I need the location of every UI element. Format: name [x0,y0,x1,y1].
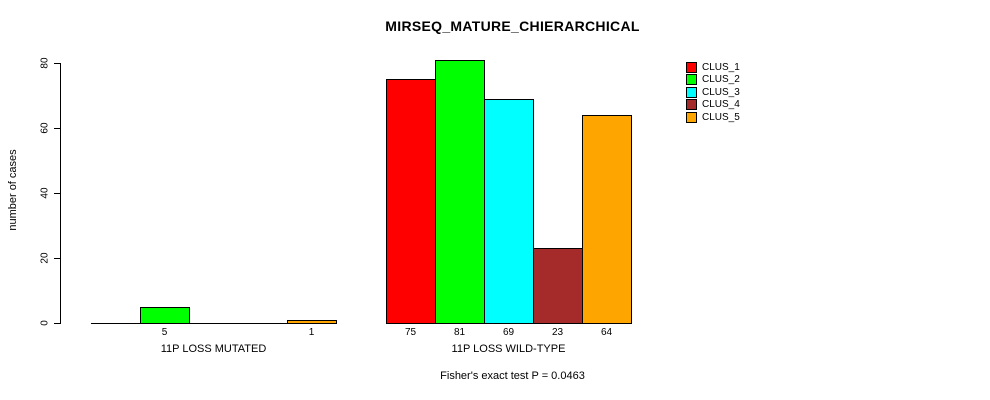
bar-value-label: 69 [502,327,515,338]
y-tick-label: 60 [39,122,51,134]
chart-title: MIRSEQ_MATURE_CHIERARCHICAL [385,18,640,34]
bar-value-label: 23 [551,327,564,338]
bar-clus_2 [435,60,485,324]
legend-swatch-clus_3 [686,86,697,98]
bar-clus_1 [386,79,436,324]
legend-item: CLUS_2 [686,74,740,87]
bar-value-label: 64 [600,327,613,338]
legend-label: CLUS_2 [702,74,740,86]
legend: CLUS_1 CLUS_2 CLUS_3 CLUS_4 CLUS_5 [686,61,740,124]
bar-clus_4 [238,323,288,324]
bar-clus_5 [287,320,337,324]
bar-value-label: 75 [404,327,417,338]
y-tick-label: 80 [39,57,51,69]
y-tick [54,63,60,64]
annotation-text: Fisher's exact test P = 0.0463 [440,370,585,382]
legend-item: CLUS_1 [686,61,740,74]
legend-swatch-clus_5 [686,111,697,123]
y-tick [54,323,60,324]
y-axis-line [60,63,61,324]
y-tick-label: 40 [39,187,51,199]
bar-value-label: 81 [453,327,466,338]
y-tick [54,128,60,129]
legend-item: CLUS_5 [686,111,740,124]
y-tick-label: 0 [39,320,51,326]
y-tick-label: 20 [39,252,51,264]
y-tick [54,193,60,194]
y-axis-label: number of cases [7,149,19,231]
legend-swatch-clus_4 [686,99,697,111]
bar-clus_5 [582,115,632,324]
group-label: 11P LOSS MUTATED [160,343,267,355]
legend-label: CLUS_1 [702,61,740,73]
group-label: 11P LOSS WILD-TYPE [451,343,566,355]
bar-clus_2 [140,307,190,324]
legend-label: CLUS_3 [702,86,740,98]
bar-value-label: 1 [308,327,315,338]
legend-swatch-clus_1 [686,61,697,73]
bar-value-label: 5 [161,327,168,338]
bar-clus_1 [91,323,141,324]
bar-clus_3 [189,323,239,324]
legend-swatch-clus_2 [686,74,697,86]
legend-label: CLUS_4 [702,99,740,111]
legend-label: CLUS_5 [702,111,740,123]
bar-clus_4 [533,248,583,324]
y-tick [54,258,60,259]
legend-item: CLUS_4 [686,99,740,112]
bar-clus_3 [484,99,534,324]
legend-item: CLUS_3 [686,86,740,99]
